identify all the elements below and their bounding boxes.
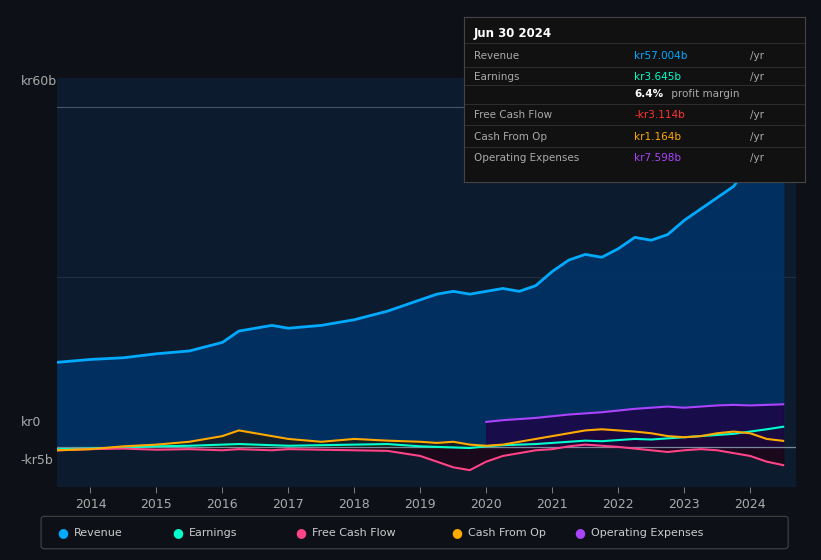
Text: /yr: /yr xyxy=(750,52,764,62)
Text: Operating Expenses: Operating Expenses xyxy=(474,153,580,163)
Text: ●: ● xyxy=(172,526,183,539)
Text: kr3.645b: kr3.645b xyxy=(635,72,681,82)
Text: -kr5b: -kr5b xyxy=(21,454,53,467)
Text: /yr: /yr xyxy=(750,132,764,142)
Text: kr57.004b: kr57.004b xyxy=(635,52,688,62)
Text: ●: ● xyxy=(575,526,585,539)
Text: Free Cash Flow: Free Cash Flow xyxy=(474,110,553,120)
Text: ●: ● xyxy=(57,526,68,539)
Text: kr60b: kr60b xyxy=(21,74,57,88)
Text: Cash From Op: Cash From Op xyxy=(468,528,546,538)
Text: 6.4%: 6.4% xyxy=(635,90,663,100)
Text: profit margin: profit margin xyxy=(668,90,740,100)
Text: Revenue: Revenue xyxy=(74,528,122,538)
Text: /yr: /yr xyxy=(750,153,764,163)
Text: Revenue: Revenue xyxy=(474,52,519,62)
Text: kr7.598b: kr7.598b xyxy=(635,153,681,163)
Text: ●: ● xyxy=(452,526,462,539)
Text: Earnings: Earnings xyxy=(474,72,520,82)
Text: Operating Expenses: Operating Expenses xyxy=(591,528,704,538)
Text: -kr3.114b: -kr3.114b xyxy=(635,110,685,120)
Text: Jun 30 2024: Jun 30 2024 xyxy=(474,27,553,40)
Text: kr1.164b: kr1.164b xyxy=(635,132,681,142)
Text: /yr: /yr xyxy=(750,72,764,82)
Text: kr0: kr0 xyxy=(21,416,41,430)
Text: Free Cash Flow: Free Cash Flow xyxy=(312,528,396,538)
Text: Cash From Op: Cash From Op xyxy=(474,132,547,142)
Text: /yr: /yr xyxy=(750,110,764,120)
Text: ●: ● xyxy=(296,526,306,539)
Text: Earnings: Earnings xyxy=(189,528,237,538)
